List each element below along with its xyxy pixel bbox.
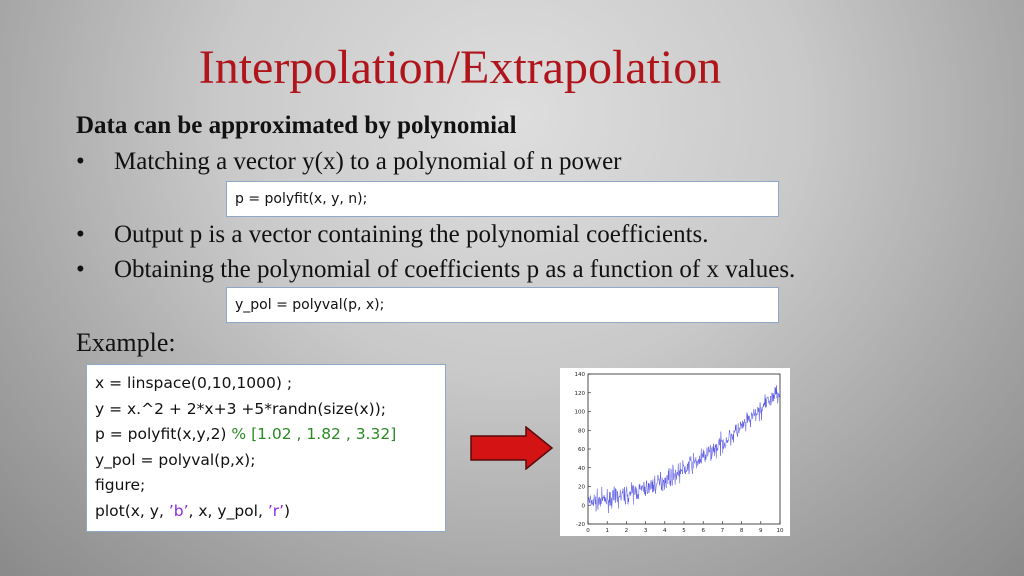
- example-code-box: x = linspace(0,10,1000) ; y = x.^2 + 2*x…: [86, 364, 446, 532]
- code-text: p = polyfit(x, y, n);: [235, 191, 368, 207]
- slide-heading: Data can be approximated by polynomial: [76, 112, 517, 139]
- bullet-dot: •: [76, 221, 85, 248]
- code-string: ’b’: [168, 501, 189, 520]
- x-tick-label: 9: [759, 528, 763, 534]
- code-comment: % [1.02 , 1.82 , 3.32]: [226, 425, 397, 444]
- example-label: Example:: [76, 328, 176, 357]
- code-segment: , x, y_pol,: [188, 501, 268, 520]
- code-box-polyval: y_pol = polyval(p, x);: [226, 287, 779, 323]
- code-segment: ): [284, 501, 291, 520]
- code-line: y = x.^2 + 2*x+3 +5*randn(size(x));: [95, 399, 386, 418]
- slide-title: Interpolation/Extrapolation: [198, 41, 722, 94]
- y-tick-label: 0: [582, 503, 586, 509]
- x-tick-label: 6: [701, 528, 705, 534]
- y-tick-label: 60: [578, 447, 585, 453]
- x-tick-label: 10: [777, 528, 784, 534]
- y-tick-label: 100: [575, 410, 586, 416]
- bullet-dot: •: [76, 148, 85, 175]
- y-tick-label: 40: [578, 466, 585, 472]
- code-segment: p = polyfit(x,y,2): [95, 425, 227, 444]
- y-tick-label: 80: [578, 428, 585, 434]
- bullet-text: Output p is a vector containing the poly…: [114, 221, 709, 248]
- x-tick-label: 3: [644, 528, 648, 534]
- y-tick-label: 120: [575, 391, 586, 397]
- code-line: y_pol = polyval(p,x);: [95, 450, 256, 469]
- bullet-item-2: • Output p is a vector containing the pol…: [76, 221, 709, 249]
- code-string: ’r’: [267, 501, 285, 520]
- code-segment: plot(x, y,: [95, 501, 169, 520]
- x-tick-label: 7: [721, 528, 725, 534]
- bullet-item-1: • Matching a vector y(x) to a polynomial …: [76, 148, 622, 176]
- bullet-dot: •: [76, 256, 85, 283]
- y-tick-label: 20: [578, 485, 585, 491]
- bullet-text: Obtaining the polynomial of coefficients…: [114, 256, 796, 283]
- x-tick-label: 4: [663, 528, 667, 534]
- bullet-item-3: • Obtaining the polynomial of coefficient…: [76, 256, 795, 284]
- code-line: x = linspace(0,10,1000) ;: [95, 374, 293, 392]
- x-tick-label: 5: [682, 528, 686, 534]
- y-tick-label: 140: [575, 372, 586, 378]
- x-tick-label: 8: [740, 528, 744, 534]
- code-line: figure;: [95, 476, 146, 495]
- right-arrow-icon: [470, 426, 554, 470]
- bullet-text: Matching a vector y(x) to a polynomial o…: [114, 148, 622, 175]
- x-tick-label: 0: [586, 528, 590, 534]
- y-tick-label: -20: [576, 522, 585, 528]
- plot-figure-background: [560, 368, 790, 536]
- code-line: p = polyfit(x,y,2) % [1.02 , 1.82 , 3.32…: [95, 422, 437, 448]
- code-text: y_pol = polyval(p, x);: [235, 297, 385, 313]
- x-tick-label: 1: [605, 528, 609, 534]
- code-line: plot(x, y, ’b’, x, y_pol, ’r’): [95, 499, 437, 525]
- data-series-line: [587, 385, 781, 514]
- code-box-polyfit: p = polyfit(x, y, n);: [226, 181, 779, 217]
- x-tick-label: 2: [625, 528, 629, 534]
